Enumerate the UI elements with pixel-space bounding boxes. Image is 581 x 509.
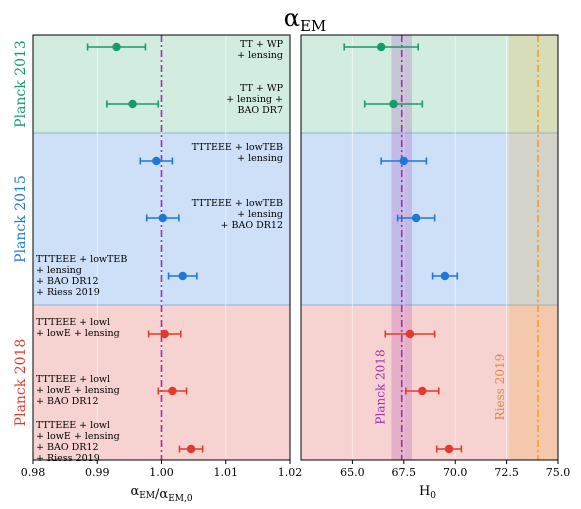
combo-label-4: TTTEEE + lowTEB + lensing + BAO DR12 + Ries… — [36, 254, 127, 298]
tick-label-right-4: 75.0 — [546, 466, 571, 479]
point-alpha-4 — [167, 271, 198, 281]
tick-label-left-4: 1.02 — [278, 466, 303, 479]
combo-label-line: TTTEEE + lowTEB — [192, 142, 283, 153]
x-axis-title-left-subscript: EM,0 — [168, 494, 193, 504]
x-axis-title-right-subscript: 0 — [430, 491, 436, 501]
combo-label-line: + BAO DR12 — [36, 442, 99, 453]
combo-label-line: + lensing — [237, 153, 283, 164]
x-axis-title-left: αEM/αEM,0 — [130, 484, 192, 504]
x-axis-title-right: H0 — [419, 484, 436, 501]
text-labels: Planck 2013 Planck 2015 Planck 2018 Planck … — [13, 39, 507, 464]
riess2019-h0-band — [508, 35, 558, 460]
tick-label-left-2: 1.00 — [149, 466, 174, 479]
point-alpha-1 — [106, 99, 160, 109]
combo-label-line: + BAO DR12 — [221, 220, 284, 231]
group-label-planck2013: Planck 2013 — [13, 40, 29, 128]
combo-label-line: + BAO DR12 — [36, 276, 99, 287]
x-axis-title-left-part: /α — [155, 487, 168, 502]
combo-label-line: + BAO DR12 — [36, 396, 99, 407]
point-h0-4 — [431, 271, 459, 281]
combo-label-line: + Riess 2019 — [36, 453, 100, 464]
combo-label-line: TTTEEE + lowTEB — [192, 198, 283, 209]
combo-label-line: BAO DR7 — [238, 105, 283, 116]
axes: 0.98 0.99 1.00 1.01 1.02 65.0 67.5 70.0 72.5 75.0… — [21, 34, 571, 504]
combo-label-3: TTTEEE + lowTEB + lensing + BAO DR12 — [192, 198, 283, 231]
combo-label-0: TT + WP + lensing — [237, 39, 283, 61]
band-planck2015-right — [301, 133, 558, 305]
point-h0-7 — [435, 444, 463, 454]
marker-alpha-4 — [178, 271, 187, 281]
group-bands — [33, 35, 558, 460]
point-h0-6 — [405, 386, 440, 396]
point-h0-0 — [343, 42, 419, 52]
combo-label-2: TTTEEE + lowTEB + lensing — [192, 142, 283, 164]
marker-h0-4 — [440, 271, 450, 281]
point-alpha-6 — [157, 386, 188, 396]
point-h0-3 — [396, 213, 436, 223]
combo-label-line: + lowE + lensing — [36, 431, 120, 442]
data-points — [86, 42, 463, 454]
point-h0-1 — [363, 99, 424, 109]
x-axis-title-left-subscript: EM — [139, 491, 155, 501]
marker-alpha-1 — [128, 99, 137, 109]
combo-label-line: TT + WP — [240, 39, 284, 50]
point-alpha-0 — [86, 42, 147, 52]
combo-label-line: + lensing — [237, 50, 283, 61]
combo-label-6: TTTEEE + lowl + lowE + lensing + BAO DR12 — [36, 374, 120, 407]
marker-alpha-0 — [112, 42, 121, 52]
tick-label-left-1: 0.99 — [85, 466, 110, 479]
combo-label-line: + lensing — [36, 265, 82, 276]
marker-alpha-3 — [158, 213, 167, 223]
axes-frame-right — [300, 34, 559, 461]
combo-label-line: TTTEEE + lowTEB — [36, 254, 127, 265]
marker-h0-0 — [376, 42, 386, 52]
marker-alpha-7 — [186, 444, 196, 454]
marker-h0-2 — [399, 156, 408, 166]
marker-h0-5 — [405, 329, 415, 339]
combo-label-7: TTTEEE + lowl + lowE + lensing + BAO DR12 +… — [36, 420, 120, 464]
combo-label-5: TTTEEE + lowl + lowE + lensing — [36, 317, 120, 339]
combo-label-line: + lowE + lensing — [36, 385, 120, 396]
band-planck2018-right — [301, 305, 558, 460]
point-h0-2 — [380, 156, 428, 166]
tick-label-left-3: 1.01 — [214, 466, 239, 479]
combo-label-line: TTTEEE + lowl — [36, 420, 110, 431]
chart-title-subscript: EM — [300, 17, 326, 35]
group-label-planck2018: Planck 2018 — [13, 339, 29, 427]
combo-label-line: TT + WP — [240, 83, 284, 94]
combo-label-line: TTTEEE + lowl — [36, 374, 110, 385]
riess2019-ref-label: Riess 2019 — [493, 354, 507, 421]
tick-label-right-0: 65.0 — [340, 466, 365, 479]
marker-alpha-2 — [152, 156, 161, 166]
point-alpha-5 — [147, 329, 182, 339]
marker-h0-3 — [411, 213, 421, 223]
combo-label-line: TTTEEE + lowl — [36, 317, 110, 328]
point-alpha-3 — [145, 213, 180, 223]
tick-label-right-3: 72.5 — [494, 466, 519, 479]
marker-h0-1 — [389, 99, 398, 109]
chart-title: αEM — [284, 4, 327, 35]
point-alpha-7 — [178, 444, 204, 454]
point-alpha-2 — [139, 156, 174, 166]
combo-label-line: + Riess 2019 — [36, 287, 100, 298]
combo-label-1: TT + WP + lensing + BAO DR7 — [226, 83, 283, 116]
planck2018-ref-label: Planck 2018 — [374, 349, 388, 424]
marker-alpha-5 — [160, 329, 169, 339]
band-planck2013-right — [301, 35, 558, 133]
combo-label-line: + lowE + lensing — [36, 328, 120, 339]
tick-label-right-2: 70.0 — [443, 466, 468, 479]
combo-label-line: + lensing — [237, 209, 283, 220]
combo-label-line: + lensing + — [226, 94, 283, 105]
point-h0-5 — [384, 329, 436, 339]
tick-label-right-1: 67.5 — [392, 466, 417, 479]
marker-h0-7 — [444, 444, 454, 454]
tick-label-left-0: 0.98 — [21, 466, 46, 479]
reference-lines — [160, 35, 558, 460]
x-axis-title-right-part: H — [419, 484, 430, 499]
marker-h0-6 — [418, 386, 427, 396]
x-axis-title-left-part: α — [130, 484, 139, 499]
marker-alpha-6 — [168, 386, 177, 396]
group-label-planck2015: Planck 2015 — [13, 175, 29, 263]
